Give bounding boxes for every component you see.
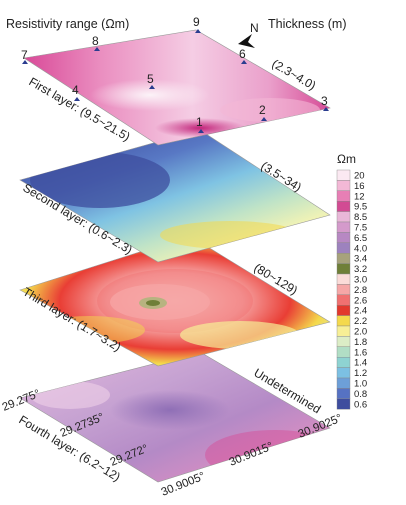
legend-label: 8.5 xyxy=(354,212,367,223)
resistivity-legend: 2016129.58.57.56.54.03.43.23.02.82.62.42… xyxy=(336,169,367,410)
legend-label: 1.0 xyxy=(354,379,367,390)
survey-point-label: 7 xyxy=(21,48,28,62)
legend-swatch xyxy=(336,336,351,347)
first-layer-surface xyxy=(23,29,331,146)
legend-label: 1.8 xyxy=(354,337,367,348)
survey-point-label: 2 xyxy=(259,103,266,117)
survey-point-2: 2 xyxy=(259,103,267,121)
legend-swatch xyxy=(336,315,351,327)
survey-point-3: 3 xyxy=(321,94,329,111)
legend-swatch xyxy=(336,367,351,379)
resistivity-range-title: Resistivity range (Ωm) xyxy=(6,17,129,31)
latitude-tick: 29.275° xyxy=(1,388,42,414)
legend-label: 1.6 xyxy=(354,347,367,358)
legend-label: 2.8 xyxy=(354,285,367,296)
legend-label: 20 xyxy=(354,171,365,182)
survey-points: 1 2 3 4 5 6 7 8 xyxy=(21,15,329,133)
legend-label: 2.0 xyxy=(354,327,367,338)
legend-label: 4.0 xyxy=(354,243,367,254)
legend-swatch xyxy=(336,169,351,181)
survey-point-7: 7 xyxy=(21,48,28,64)
legend-label: 3.2 xyxy=(354,264,367,275)
survey-point-label: 1 xyxy=(196,115,203,129)
legend-swatch xyxy=(336,252,351,264)
survey-point-label: 3 xyxy=(321,94,328,108)
legend-label: 7.5 xyxy=(354,223,367,234)
legend-swatch xyxy=(336,377,351,389)
survey-point-label: 5 xyxy=(147,72,154,86)
survey-point-label: 6 xyxy=(239,47,246,61)
survey-point-5: 5 xyxy=(147,72,155,89)
survey-point-label: 8 xyxy=(92,34,99,48)
legend-swatch xyxy=(336,242,351,254)
legend-label: 6.5 xyxy=(354,233,367,244)
survey-point-label: 4 xyxy=(72,83,79,97)
thickness-title: Thickness (m) xyxy=(268,17,346,31)
survey-point-4: 4 xyxy=(72,83,80,101)
survey-point-9: 9 xyxy=(193,15,201,33)
legend-swatch xyxy=(336,305,351,316)
legend-unit: Ωm xyxy=(337,152,356,166)
legend-swatch xyxy=(336,284,351,295)
survey-point-8: 8 xyxy=(92,34,100,51)
survey-point-1: 1 xyxy=(196,115,204,133)
legend-swatch xyxy=(336,190,351,202)
legend-swatch xyxy=(336,200,351,212)
legend-label: 0.6 xyxy=(354,399,367,410)
legend-swatch xyxy=(336,180,351,191)
north-arrow-icon xyxy=(238,34,255,48)
legend-swatch xyxy=(336,357,351,368)
legend-label: 9.5 xyxy=(354,202,367,213)
legend-label: 2.4 xyxy=(354,306,367,317)
legend-label: 2.6 xyxy=(354,295,367,306)
legend-label: 12 xyxy=(354,191,365,202)
legend-swatch xyxy=(336,294,351,306)
legend-swatch xyxy=(336,346,351,358)
legend-label: 3.4 xyxy=(354,254,367,265)
legend-label: 1.4 xyxy=(354,358,367,369)
second-layer-surface xyxy=(19,129,331,263)
legend-swatch xyxy=(336,263,351,275)
legend-swatch xyxy=(336,273,351,285)
survey-point-6: 6 xyxy=(239,47,247,64)
legend-label: 16 xyxy=(354,181,365,192)
legend-swatch xyxy=(336,211,351,223)
north-label: N xyxy=(250,21,259,35)
legend-swatch xyxy=(336,232,351,243)
legend-swatch xyxy=(336,221,351,233)
legend-swatch xyxy=(336,325,351,337)
legend-swatch xyxy=(336,398,351,410)
legend-label: 1.2 xyxy=(354,368,367,379)
survey-point-label: 9 xyxy=(193,15,200,29)
legend-swatch xyxy=(336,388,351,399)
fourth-layer-surface xyxy=(19,351,331,483)
third-layer-surface xyxy=(19,235,331,367)
legend-label: 2.2 xyxy=(354,316,367,327)
legend-label: 0.8 xyxy=(354,389,367,400)
legend-label: 3.0 xyxy=(354,275,367,286)
